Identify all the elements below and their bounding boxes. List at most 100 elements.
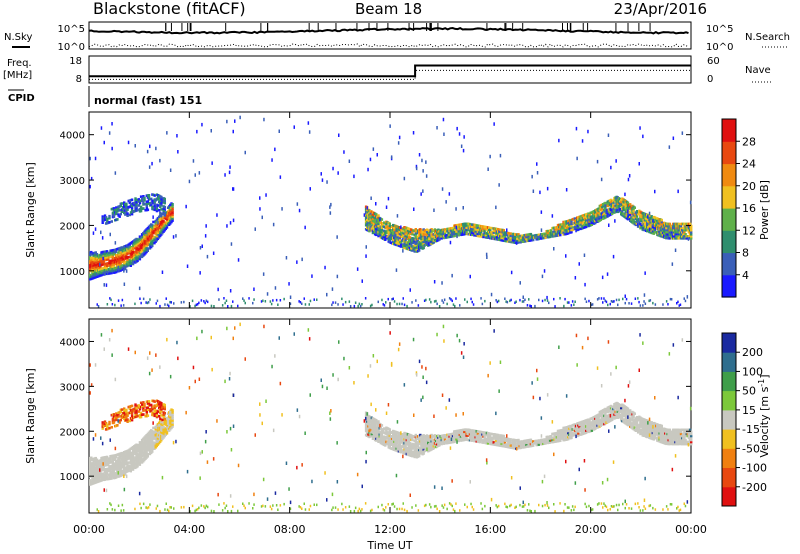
power-cell — [105, 250, 109, 253]
power-cell — [583, 253, 586, 257]
power-cell — [161, 270, 164, 274]
vel-cell — [423, 441, 426, 445]
power-cell — [480, 297, 482, 300]
power-cell — [106, 219, 109, 223]
power-cell — [166, 214, 170, 218]
power-cell — [647, 226, 650, 229]
vel-cell — [130, 418, 134, 422]
power-cell — [114, 303, 116, 307]
power-cell — [158, 208, 161, 212]
power-cell — [654, 303, 657, 306]
power-cell — [272, 222, 275, 227]
power-cell — [628, 302, 630, 305]
power-cell — [377, 300, 379, 304]
freq-unit: [MHz] — [3, 70, 32, 81]
power-cell — [562, 231, 565, 234]
power-cell — [131, 262, 135, 266]
power-cell — [525, 235, 528, 239]
power-cell — [225, 299, 228, 302]
power-cell — [165, 224, 169, 227]
power-cell — [135, 205, 138, 208]
power-cell — [604, 205, 607, 209]
power-cell — [573, 217, 577, 220]
y-tick-label: 3000 — [60, 176, 85, 187]
vel-cell — [171, 411, 174, 414]
power-cell — [412, 131, 415, 135]
vel-cell — [171, 417, 174, 420]
power-cell — [140, 243, 144, 246]
power-cell — [154, 228, 157, 231]
vel-cell — [438, 443, 441, 447]
power-cell — [415, 248, 419, 251]
power-cell — [169, 300, 171, 304]
vel-cell — [368, 429, 371, 433]
power-cell — [525, 237, 528, 241]
power-cell — [646, 229, 649, 233]
power-cell — [652, 301, 654, 305]
power-cell — [103, 214, 107, 217]
cpid-label: CPID — [8, 93, 35, 104]
vel-cell — [408, 445, 412, 449]
power-cell — [404, 226, 407, 229]
power-cell — [159, 304, 161, 308]
vel-cell — [111, 464, 114, 468]
power-cell — [104, 216, 108, 219]
power-cell — [171, 205, 174, 208]
power-cell — [381, 222, 385, 226]
power-cell — [130, 208, 134, 212]
power-cell — [138, 201, 142, 205]
power-cell — [277, 303, 279, 306]
power-cell — [506, 300, 509, 304]
power-cell — [264, 300, 267, 303]
power-cell — [633, 206, 636, 209]
vel-cell — [395, 443, 398, 446]
vel-cell — [113, 458, 117, 461]
vel-cell — [92, 461, 95, 465]
power-cell — [573, 225, 577, 229]
power-cell — [608, 211, 612, 215]
power-cell — [628, 174, 631, 178]
power-cell — [146, 241, 149, 244]
vel-cell — [373, 434, 377, 438]
power-cell — [146, 202, 150, 205]
power-cell — [105, 283, 108, 287]
power-cell — [147, 196, 151, 199]
power-cell — [141, 199, 144, 202]
power-cell — [448, 227, 451, 230]
power-cell — [677, 237, 680, 240]
power-cell — [502, 229, 505, 232]
power-cell — [428, 298, 431, 301]
power-cell — [587, 129, 589, 134]
vel-cell — [413, 455, 416, 459]
power-cell — [165, 297, 167, 300]
vel-cell — [112, 421, 116, 424]
power-cell — [625, 297, 628, 301]
power-cell — [365, 254, 367, 258]
power-cell — [618, 298, 620, 302]
power-cell — [356, 267, 359, 271]
vel-cell — [158, 402, 161, 406]
power-cell — [283, 297, 285, 301]
power-cell — [456, 126, 458, 131]
power-cell — [643, 227, 647, 230]
power-cell — [125, 202, 128, 206]
power-cell — [198, 171, 201, 175]
power-cell — [301, 302, 303, 305]
power-y-label: Slant Range [km] — [24, 162, 37, 258]
power-cell — [100, 126, 103, 130]
power-cell — [227, 305, 229, 308]
vel-cell — [468, 428, 472, 432]
vel-cell — [498, 442, 501, 445]
power-cell — [404, 238, 407, 242]
power-cell — [163, 197, 166, 201]
vel-cell — [145, 446, 148, 449]
power-cell — [138, 286, 141, 291]
vel-cell — [503, 441, 507, 444]
power-cell — [119, 269, 122, 272]
vel-cell — [511, 440, 515, 444]
power-cell — [143, 198, 146, 202]
vel-cell — [513, 440, 517, 444]
power-cell — [121, 207, 125, 211]
vel-cell — [165, 423, 169, 427]
